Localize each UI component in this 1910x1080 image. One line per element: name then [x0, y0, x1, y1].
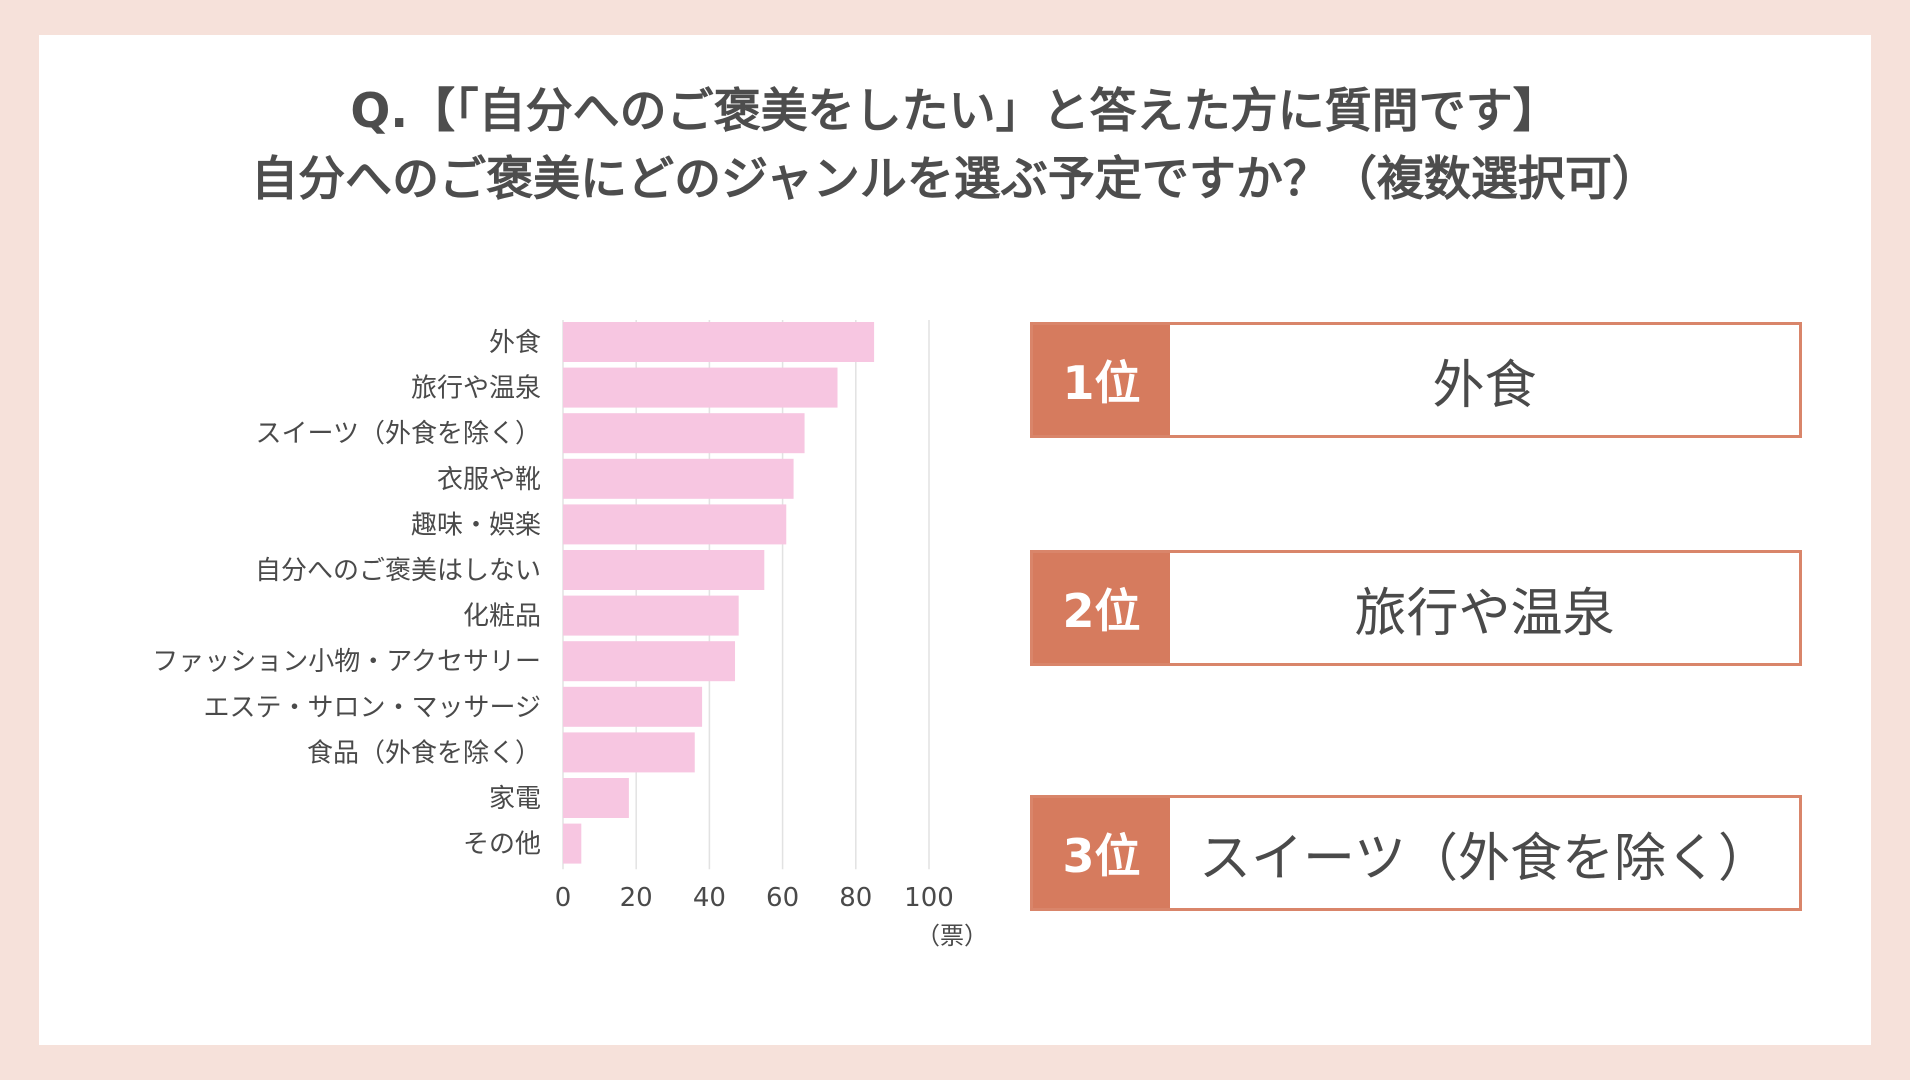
rank-card-1: 1位 外食	[1030, 322, 1802, 438]
category-label: スイーツ（外食を除く）	[256, 419, 541, 449]
x-tick-label: 20	[620, 883, 653, 913]
bar	[563, 504, 787, 545]
category-label: 旅行や温泉	[411, 374, 541, 404]
category-label: 化粧品	[463, 602, 541, 632]
rank-badge: 1位	[1033, 325, 1170, 435]
x-tick-label: 0	[555, 883, 572, 913]
category-label: ファッション小物・アクセサリー	[152, 647, 541, 677]
bar	[563, 595, 739, 636]
bar	[563, 458, 794, 499]
bar	[563, 367, 838, 408]
bar	[563, 778, 629, 818]
category-label: 趣味・娯楽	[411, 510, 541, 540]
grid-lines	[562, 320, 930, 870]
rank-item: 旅行や温泉	[1354, 583, 1615, 644]
category-label: 食品（外食を除く）	[307, 738, 541, 768]
category-label: 衣服や靴	[437, 465, 541, 495]
category-label: 外食	[489, 328, 541, 358]
rank-badge: 2位	[1033, 553, 1170, 663]
category-label: 家電	[489, 784, 541, 814]
bar	[563, 322, 875, 362]
rank-card-3: 3位 スイーツ（外食を除く）	[1030, 795, 1802, 911]
x-tick-label: 100	[904, 883, 954, 913]
bar	[563, 641, 736, 682]
x-tick-label: 40	[693, 883, 726, 913]
category-label: 自分へのご褒美はしない	[255, 556, 541, 586]
page-title: Q.【「自分へのご褒美をしたい」と答えた方に質問です】 自分へのご褒美にどのジャ…	[0, 78, 1910, 214]
x-tick-label: 80	[839, 883, 872, 913]
bar	[563, 823, 582, 864]
bar	[563, 550, 765, 590]
bar-series	[563, 322, 875, 864]
category-label: エステ・サロン・マッサージ	[204, 693, 541, 723]
category-label: その他	[463, 830, 541, 860]
rank-item: 外食	[1432, 355, 1537, 416]
title-line-1: Q.【「自分へのご褒美をしたい」と答えた方に質問です】	[350, 84, 1560, 139]
title-line-2: 自分へのご褒美にどのジャンルを選ぶ予定ですか？（複数選択可）	[251, 152, 1659, 207]
x-axis-ticks: 0 20 40 60 80 100	[555, 883, 954, 913]
bar	[563, 732, 695, 773]
rank-badge: 3位	[1033, 798, 1170, 908]
rank-item: スイーツ（外食を除く）	[1199, 828, 1770, 889]
bar	[563, 413, 805, 454]
x-tick-label: 60	[766, 883, 799, 913]
bar	[563, 686, 703, 727]
x-axis-unit: （票）	[916, 922, 988, 950]
rank-card-2: 2位 旅行や温泉	[1030, 550, 1802, 666]
